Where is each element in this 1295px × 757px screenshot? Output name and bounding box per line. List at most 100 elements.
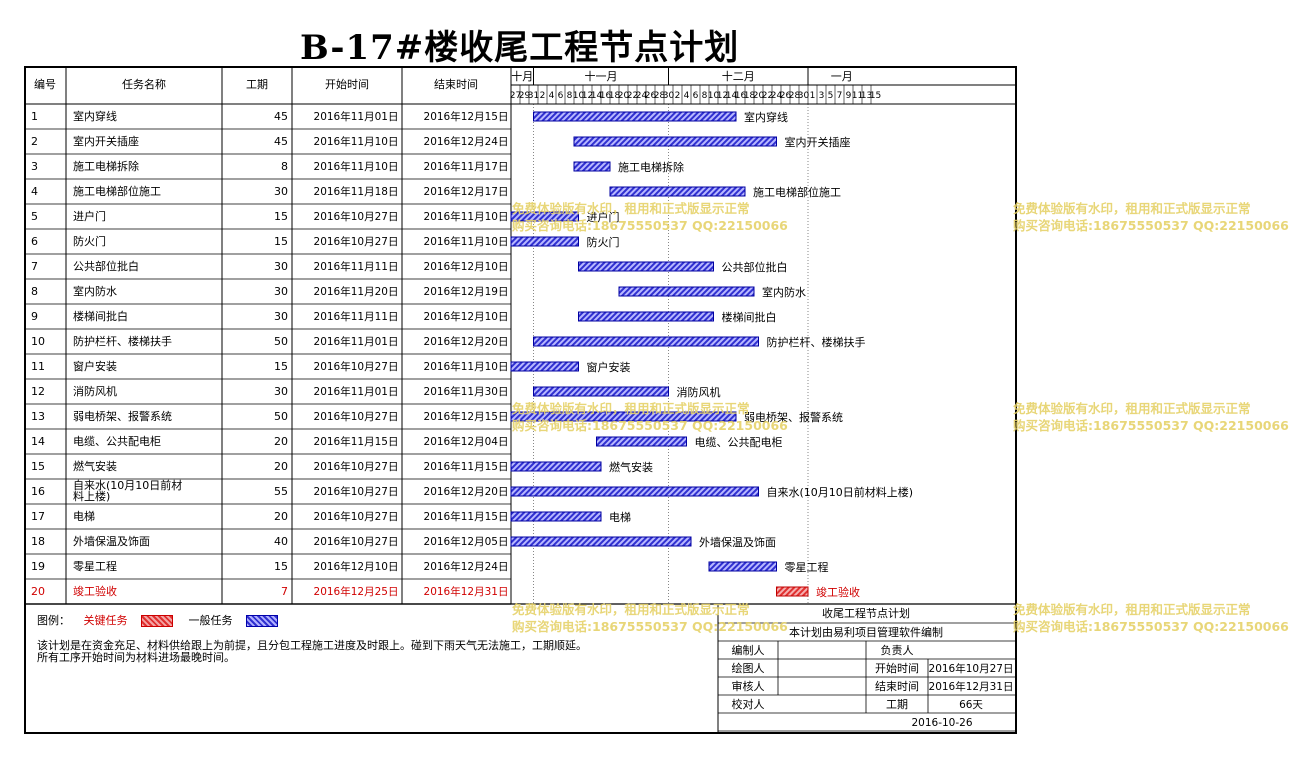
task-row[interactable]: 15 燃气安装 20 2016年10月27日 2016年11月15日 <box>31 459 508 473</box>
task-duration: 20 <box>274 460 288 473</box>
task-duration: 8 <box>281 160 288 173</box>
task-row[interactable]: 16 自来水(10月10日前材料上楼) 55 2016年10月27日 2016年12月2… <box>31 478 508 503</box>
task-row[interactable]: 10 防护栏杆、楼梯扶手 50 2016年11月01日 2016年12月20日 <box>31 334 508 348</box>
gantt-bar[interactable] <box>510 211 579 222</box>
gantt-bar[interactable] <box>618 286 755 297</box>
task-duration: 45 <box>274 110 288 123</box>
task-start: 2016年11月10日 <box>314 135 399 148</box>
gantt-bar[interactable] <box>510 411 737 422</box>
task-end: 2016年12月19日 <box>424 285 509 298</box>
task-start: 2016年10月27日 <box>314 535 399 548</box>
task-no: 17 <box>31 510 45 523</box>
task-name-cont: 料上楼) <box>73 489 110 503</box>
gantt-bar[interactable] <box>533 111 737 122</box>
task-row[interactable]: 14 电缆、公共配电柜 20 2016年11月15日 2016年12月04日 <box>31 435 508 448</box>
day-tick-label: 1 <box>810 91 816 101</box>
task-start: 2016年10月27日 <box>314 460 399 473</box>
gantt-bar[interactable] <box>510 536 692 547</box>
task-row[interactable]: 5 进户门 15 2016年10月27日 2016年11月10日 <box>31 209 508 223</box>
gantt-bar-label: 消防风机 <box>677 385 721 399</box>
day-tick-label: 10 <box>708 91 720 101</box>
day-tick-label: 26 <box>645 91 657 101</box>
gantt-bar[interactable] <box>578 311 714 322</box>
task-row[interactable]: 19 零星工程 15 2016年12月10日 2016年12月24日 <box>31 560 508 573</box>
info-field-label: 编制人 <box>732 643 765 657</box>
gantt-bar-label: 室内开关插座 <box>785 135 851 149</box>
month-label: 十一月 <box>585 69 618 83</box>
task-row[interactable]: 4 施工电梯部位施工 30 2016年11月18日 2016年12月17日 <box>31 184 508 198</box>
gantt-bar-label: 公共部位批白 <box>722 260 788 274</box>
task-no: 8 <box>31 285 38 298</box>
task-row[interactable]: 11 窗户安装 15 2016年10月27日 2016年11月10日 <box>31 359 508 373</box>
task-row[interactable]: 3 施工电梯拆除 8 2016年11月10日 2016年11月17日 <box>31 159 508 173</box>
task-end: 2016年11月10日 <box>424 360 509 373</box>
gantt-bar[interactable] <box>609 186 746 197</box>
gantt-bar[interactable] <box>776 586 809 597</box>
task-no: 14 <box>31 435 45 448</box>
gantt-bar-label: 进户门 <box>587 210 620 224</box>
task-row[interactable]: 13 弱电桥架、报警系统 50 2016年10月27日 2016年12月15日 <box>31 409 508 423</box>
task-row[interactable]: 2 室内开关插座 45 2016年11月10日 2016年12月24日 <box>31 134 508 148</box>
gantt-bar[interactable] <box>578 261 714 272</box>
gantt-bar[interactable] <box>510 486 759 497</box>
task-row[interactable]: 7 公共部位批白 30 2016年11月11日 2016年12月10日 <box>31 259 508 273</box>
task-name: 燃气安装 <box>73 459 117 473</box>
gantt-bar[interactable] <box>533 386 669 397</box>
task-name: 室内穿线 <box>73 109 117 123</box>
task-row[interactable]: 8 室内防水 30 2016年11月20日 2016年12月19日 <box>31 284 508 298</box>
gantt-bar[interactable] <box>573 136 777 147</box>
gantt-bar[interactable] <box>510 361 579 372</box>
task-end: 2016年12月20日 <box>424 335 509 348</box>
task-duration: 15 <box>274 360 288 373</box>
day-tick-label: 2 <box>675 91 681 101</box>
gantt-bar[interactable] <box>510 461 602 472</box>
legend-label: 图例： <box>37 614 70 627</box>
gantt-bar-label: 室内防水 <box>762 285 806 299</box>
task-row[interactable]: 6 防火门 15 2016年10月27日 2016年11月10日 <box>31 234 508 248</box>
task-no: 1 <box>31 110 38 123</box>
info-field-label: 开始时间 <box>875 661 919 675</box>
day-tick-label: 4 <box>684 91 690 101</box>
task-name: 窗户安装 <box>73 359 117 373</box>
day-tick-label: 26 <box>780 91 792 101</box>
gantt-bar[interactable] <box>708 561 777 572</box>
task-row[interactable]: 1 室内穿线 45 2016年11月01日 2016年12月15日 <box>31 109 508 123</box>
task-start: 2016年12月25日 <box>314 585 399 598</box>
gantt-bar[interactable] <box>533 336 759 347</box>
gantt-bar-label: 自来水(10月10日前材料上楼) <box>767 485 914 499</box>
gantt-bar-label: 窗户安装 <box>587 360 631 374</box>
gantt-bar[interactable] <box>573 161 611 172</box>
task-row[interactable]: 9 楼梯间批白 30 2016年11月11日 2016年12月10日 <box>31 309 508 323</box>
task-name: 自来水(10月10日前材 <box>73 478 182 492</box>
gantt-bar[interactable] <box>596 436 687 447</box>
legend-normal-swatch <box>246 615 278 627</box>
task-end: 2016年12月24日 <box>424 135 509 148</box>
day-tick-label: 14 <box>591 91 603 101</box>
day-tick-label: 20 <box>618 91 630 101</box>
info-field-label: 工期 <box>886 698 908 711</box>
task-duration: 20 <box>274 435 288 448</box>
gantt-frame <box>24 66 1017 734</box>
task-start: 2016年10月27日 <box>314 235 399 248</box>
task-row[interactable]: 12 消防风机 30 2016年11月01日 2016年11月30日 <box>31 384 508 398</box>
task-duration: 30 <box>274 310 288 323</box>
task-row[interactable]: 18 外墙保温及饰面 40 2016年10月27日 2016年12月05日 <box>31 534 508 548</box>
gantt-bar[interactable] <box>510 511 602 522</box>
task-row[interactable]: 20 竣工验收 7 2016年12月25日 2016年12月31日 <box>31 584 508 598</box>
day-tick-label: 24 <box>771 91 783 101</box>
task-start: 2016年11月11日 <box>314 260 399 273</box>
task-end: 2016年12月04日 <box>424 435 509 448</box>
month-label: 十月 <box>511 69 533 83</box>
task-duration: 45 <box>274 135 288 148</box>
task-start: 2016年11月11日 <box>314 310 399 323</box>
task-row[interactable]: 17 电梯 20 2016年10月27日 2016年11月15日 <box>31 510 508 523</box>
info-plan-name: 收尾工程节点计划 <box>822 606 910 620</box>
gantt-bar-label: 零星工程 <box>785 561 829 574</box>
task-start: 2016年10月27日 <box>314 510 399 523</box>
task-end: 2016年12月10日 <box>424 260 509 273</box>
task-no: 5 <box>31 210 38 223</box>
gantt-bar[interactable] <box>510 236 579 247</box>
task-duration: 50 <box>274 410 288 423</box>
task-end: 2016年12月10日 <box>424 310 509 323</box>
day-tick-label: 15 <box>870 91 881 101</box>
